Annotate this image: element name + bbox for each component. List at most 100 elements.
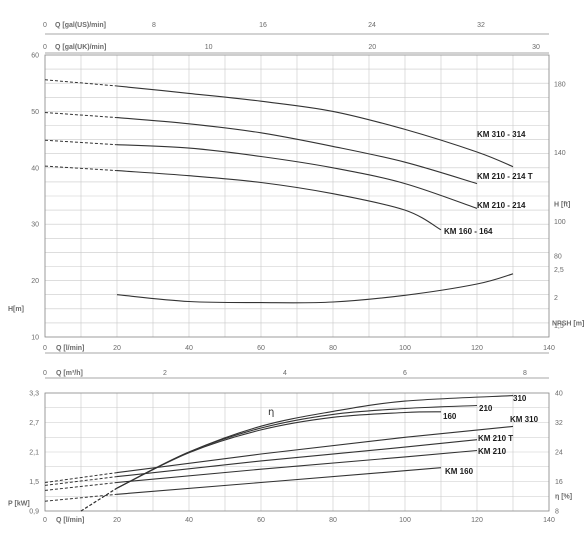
eta-tick-label: 32 (555, 420, 563, 427)
m3h-axis-label: Q [m³/h] (56, 370, 83, 377)
power-curve (116, 425, 514, 474)
uk-axis-label: Q [gal(UK)/min] (55, 44, 106, 51)
h-tick-label: 50 (31, 109, 39, 116)
head-curve (116, 170, 442, 231)
h-tick-label: 30 (31, 222, 39, 229)
eta-curve (116, 404, 478, 489)
eta-symbol: η (268, 407, 274, 418)
q-tick-label: 80 (329, 345, 337, 352)
uk-tick-label: 0 (43, 44, 47, 51)
uk-tick-label: 20 (368, 44, 376, 51)
hft-tick-label: 100 (554, 219, 566, 226)
hft-tick-label: 140 (554, 150, 566, 157)
hft-tick-label: 180 (554, 81, 566, 88)
q-bottom-tick-label: 20 (113, 517, 121, 524)
power-curve (116, 439, 478, 478)
eta-curve-label: 210 (479, 404, 493, 413)
eta-tick-label: 8 (555, 509, 559, 516)
q-tick-label: 20 (113, 345, 121, 352)
bottom-plot-frame (44, 392, 550, 512)
us-tick-label: 8 (152, 22, 156, 29)
power-curve-dashed (44, 493, 118, 502)
p-tick-label: 2,1 (29, 450, 39, 457)
power-curve (116, 467, 442, 495)
hft-axis-label: H [ft] (554, 201, 570, 208)
us-tick-label: 0 (43, 22, 47, 29)
top-plot-frame (44, 54, 550, 338)
p-tick-label: 0,9 (29, 509, 39, 516)
head-curve-dashed (44, 139, 118, 146)
power-curve-dashed (44, 472, 118, 483)
m3h-tick-label: 4 (283, 370, 287, 377)
q-tick-label: 40 (185, 345, 193, 352)
eta-tick-label: 40 (555, 391, 563, 398)
npsh-axis-label: NPSH [m] (552, 320, 584, 327)
head-curve-dashed (44, 79, 118, 87)
us-tick-label: 24 (368, 22, 376, 29)
eta-tick-label: 16 (555, 479, 563, 486)
uk-tick-label: 10 (205, 44, 213, 51)
head-curve-label: KM 310 - 314 (477, 130, 526, 139)
h-axis-label: H[m] (8, 306, 24, 313)
head-curve-label: KM 210 - 214 T (477, 172, 533, 181)
q-tick-label: 60 (257, 345, 265, 352)
q-bottom-tick-label: 40 (185, 517, 193, 524)
us-axis-label: Q [gal(US)/min] (55, 22, 106, 29)
q-axis-label: Q [l/min] (56, 345, 84, 352)
p-axis-label: P [kW] (8, 501, 30, 508)
m3h-tick-label: 8 (523, 370, 527, 377)
head-curve (116, 85, 514, 168)
head-curve-label: KM 160 - 164 (444, 227, 493, 236)
eta-curve-label: 310 (513, 394, 527, 403)
power-curve-dashed (44, 482, 118, 491)
h-tick-label: 60 (31, 53, 39, 60)
q-bottom-tick-label: 80 (329, 517, 337, 524)
npsh-tick-label: 2,5 (554, 267, 564, 274)
us-tick-label: 16 (259, 22, 267, 29)
p-tick-label: 2,7 (29, 420, 39, 427)
eta-curve (116, 411, 442, 489)
eta-curve-dashed (80, 487, 118, 512)
q-tick-label: 100 (399, 345, 411, 352)
power-curve-label: KM 210 (478, 447, 507, 456)
q-tick-label: 0 (43, 345, 47, 352)
us-tick-label: 32 (477, 22, 485, 29)
m3h-tick-label: 2 (163, 370, 167, 377)
h-tick-label: 20 (31, 278, 39, 285)
uk-tick-label: 30 (532, 44, 540, 51)
m3h-tick-label: 6 (403, 370, 407, 377)
h-tick-label: 10 (31, 335, 39, 342)
p-tick-label: 3,3 (29, 391, 39, 398)
npsh-tick-label: 2 (554, 295, 558, 302)
eta-tick-label: 24 (555, 450, 563, 457)
q-bottom-tick-label: 0 (43, 517, 47, 524)
power-curve-label: KM 160 (445, 467, 474, 476)
head-curve-dashed (44, 112, 118, 119)
head-curve-label: KM 210 - 214 (477, 201, 526, 210)
head-curve (116, 117, 478, 185)
q-tick-label: 140 (543, 345, 555, 352)
labels: KM 310 - 314 KM 210 - 214 T KM 210 - 214 KM… (268, 130, 539, 476)
q-tick-label: 120 (471, 345, 483, 352)
m3h-tick-label: 0 (43, 370, 47, 377)
q-bottom-tick-label: 140 (543, 517, 555, 524)
curves (44, 79, 514, 512)
head-curve-dashed (44, 165, 118, 172)
power-curve-dashed (44, 476, 118, 486)
power-curve (116, 449, 478, 484)
eta-axis-label: η [%] (555, 493, 572, 500)
q-bottom-tick-label: 100 (399, 517, 411, 524)
p-tick-label: 1,5 (29, 479, 39, 486)
power-curve-label: KM 310 (510, 415, 539, 424)
head-curve (116, 144, 478, 209)
h-tick-label: 40 (31, 165, 39, 172)
q-bottom-tick-label: 120 (471, 517, 483, 524)
axes: 0 8 16 24 32Q [gal(US)/min]0 10 20 30Q [gal(UK)… (8, 22, 584, 524)
eta-curve-label: 160 (443, 412, 457, 421)
q-bottom-tick-label: 60 (257, 517, 265, 524)
npsh-tick-label: 1,5 (554, 323, 564, 330)
grid-lines (44, 54, 550, 512)
npsh-curve (116, 273, 514, 304)
hft-tick-label: 80 (554, 253, 562, 260)
q-bottom-axis-label: Q [l/min] (56, 517, 84, 524)
